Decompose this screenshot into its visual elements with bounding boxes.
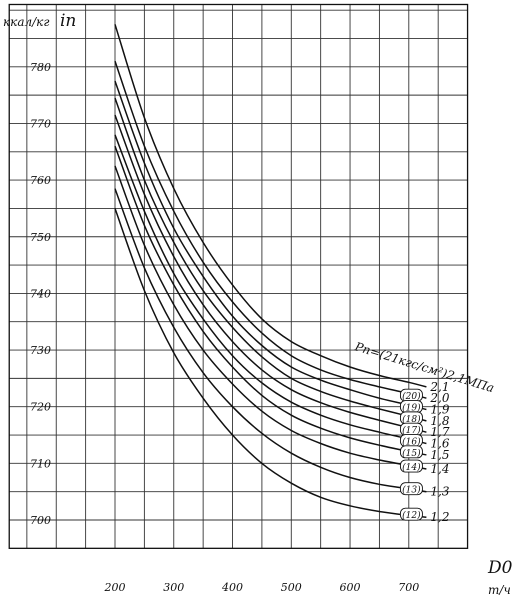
series-tag-text: (14) [402,462,421,473]
x-tick-label: 500 [281,581,302,594]
grid [9,4,468,549]
series-line [114,60,427,399]
y-tick-label: 720 [30,401,51,414]
plot-frame [8,3,469,549]
series-line [114,145,427,456]
series-label: 1,3 [430,485,449,499]
labels: 200 300 400 500 600 700 700 710 720 730 740 750 760 7… [30,61,450,594]
x-tick-label: 200 [104,581,126,594]
y-tick-label: 770 [30,117,51,130]
series-tag: (12) [399,507,423,521]
series-tag-box [399,482,423,496]
series-label: 1,7 [430,425,449,439]
series-label: 2,1 [429,380,449,394]
x-tick-label: 700 [398,581,419,594]
y-axis-unit: ккал/кг [3,15,49,29]
series-curves [114,24,427,518]
series-label: 1,5 [430,448,449,462]
series-tag: (14) [399,459,423,473]
y-tick-label: 750 [30,231,51,244]
series-tag-text: (13) [402,485,421,496]
series-tag-box [399,459,423,473]
x-axis-symbol: D0 [487,558,513,578]
y-tick-label: 780 [30,61,51,74]
series-tag-text: (19) [402,403,421,414]
series-line [114,114,427,433]
y-tick-label: 760 [30,174,51,187]
series-label: 1,8 [430,414,449,428]
x-tick-label: 300 [163,581,184,594]
series-tag-text: (12) [402,510,421,521]
series-tag-text: (18) [402,414,421,425]
series-line [114,80,427,411]
series-tag: (13) [399,482,423,496]
x-tick-label: 600 [340,581,361,594]
series-line [114,188,427,493]
series-tag-text: (20) [402,391,421,402]
series-line [114,208,427,518]
axes [8,3,469,549]
series-label: 1,2 [430,510,449,524]
series-line [114,165,427,470]
series-line [114,97,427,422]
series-tag: (20) [399,388,423,402]
y-tick-label: 700 [30,514,51,527]
y-tick-label: 730 [30,344,51,357]
series-label: 1,4 [430,462,449,476]
x-axis-unit: т/ч [488,583,511,597]
series-line [114,24,427,388]
y-tick-label: 740 [30,287,51,300]
series-tag: (15) [399,445,423,459]
series-tag-text: (17) [402,425,421,436]
series-tag-box [399,507,423,521]
series-label: 1,6 [430,437,449,451]
series-tag-box [399,445,423,459]
y-tick-label: 710 [30,457,51,470]
series-line [114,134,427,445]
series-label: 2,0 [429,391,449,405]
series-label: 1,9 [430,403,449,417]
x-tick-label: 400 [221,581,243,594]
y-axis-symbol: iп [60,11,76,31]
axis-titles: ккал/кг iп D0 т/ч [3,11,513,597]
series-tag-text: (15) [402,448,421,459]
series-tag-text: (16) [402,437,421,448]
